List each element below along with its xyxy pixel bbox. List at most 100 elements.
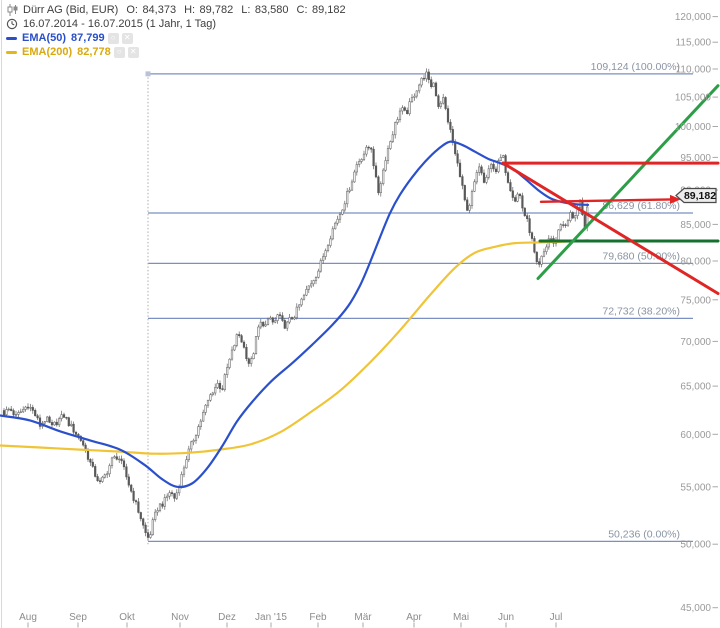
candle-down bbox=[466, 199, 469, 211]
candle-up bbox=[350, 181, 354, 191]
ema200-settings-button[interactable]: ○ bbox=[113, 46, 125, 58]
candle-down bbox=[67, 417, 70, 427]
candle-up bbox=[396, 119, 399, 123]
ema50-line[interactable] bbox=[0, 140, 590, 489]
ema200-remove-button[interactable]: ✕ bbox=[127, 46, 139, 58]
month-label: Mär bbox=[354, 612, 372, 623]
candle-down bbox=[161, 503, 164, 507]
candle-down bbox=[374, 165, 378, 178]
candle-up bbox=[7, 408, 10, 411]
candle-up bbox=[266, 318, 270, 325]
candle-up bbox=[418, 84, 421, 92]
candle-down bbox=[120, 458, 123, 462]
candle-up bbox=[264, 324, 267, 327]
candlestick-series[interactable] bbox=[2, 68, 589, 541]
close-value: 89,182 bbox=[311, 4, 346, 16]
candle-down bbox=[89, 459, 92, 463]
candle-up bbox=[389, 141, 392, 149]
price-axis-label: 95,000 bbox=[680, 153, 711, 164]
candle-up bbox=[574, 215, 577, 219]
high-label: H: bbox=[184, 4, 196, 16]
candle-up bbox=[542, 251, 546, 257]
ascending-trendline-green[interactable] bbox=[536, 84, 720, 280]
candle-up bbox=[250, 358, 253, 364]
ema50-value: 87,799 bbox=[71, 32, 105, 44]
price-tag-shape bbox=[675, 187, 717, 204]
candle-down bbox=[430, 79, 433, 87]
candle-down bbox=[583, 214, 586, 228]
month-label: Nov bbox=[171, 612, 189, 623]
candle-down bbox=[91, 461, 94, 467]
candle-down bbox=[456, 153, 459, 164]
month-label: Jun bbox=[498, 612, 514, 623]
ema200-label: EMA(200) bbox=[22, 46, 73, 58]
candle-down bbox=[437, 95, 440, 107]
price-axis-label: 50,000 bbox=[680, 540, 711, 551]
candle-up bbox=[178, 487, 181, 494]
price-axis[interactable]: 120,000 115,000 110,000 105,000 100,000 95,00… bbox=[675, 12, 718, 614]
price-axis-label: 45,000 bbox=[680, 603, 711, 614]
candle-down bbox=[221, 388, 224, 390]
candle-up bbox=[257, 326, 260, 337]
candle-down bbox=[370, 147, 373, 150]
candle-down bbox=[242, 341, 246, 348]
candle-down bbox=[247, 358, 250, 364]
candle-down bbox=[523, 207, 526, 217]
candle-down bbox=[122, 460, 126, 468]
candle-up bbox=[269, 317, 272, 320]
candle-up bbox=[156, 510, 159, 513]
fib-level-label: 50,236 (0.00%) bbox=[608, 528, 680, 540]
month-label: Apr bbox=[406, 612, 422, 623]
candle-up bbox=[185, 459, 188, 469]
candle-down bbox=[98, 480, 102, 482]
candle-up bbox=[317, 270, 320, 278]
candle-up bbox=[343, 203, 346, 211]
candle-down bbox=[377, 176, 380, 194]
time-axis[interactable]: Aug Sep Okt Nov Dez Jan '15 Feb Mär Apr Mai Jun Jul bbox=[19, 612, 562, 628]
candle-down bbox=[492, 163, 495, 170]
candle-up bbox=[24, 406, 27, 410]
ema200-line[interactable] bbox=[0, 239, 590, 455]
fib-anchor-handle[interactable] bbox=[145, 71, 151, 77]
candle-down bbox=[538, 261, 541, 265]
candle-down bbox=[526, 215, 529, 219]
candle-up bbox=[254, 336, 258, 355]
candle-up bbox=[197, 426, 200, 436]
candle-up bbox=[70, 423, 73, 427]
candle-down bbox=[451, 129, 454, 143]
candle-down bbox=[454, 142, 457, 155]
ascending-trendline-green-line[interactable] bbox=[536, 84, 720, 280]
candle-up bbox=[199, 420, 202, 428]
candle-up bbox=[408, 101, 411, 114]
candle-down bbox=[94, 466, 97, 477]
candle-down bbox=[535, 251, 538, 263]
descending-trendline-red[interactable] bbox=[501, 161, 720, 295]
fibonacci-retracement[interactable]: 109,124 (100.00%) 86,629 (61.80%) 79,680 (… bbox=[145, 61, 694, 545]
candle-down bbox=[96, 476, 99, 481]
candle-up bbox=[439, 102, 442, 107]
descending-trendline-red-line[interactable] bbox=[501, 161, 720, 295]
fib-level-label: 109,124 (100.00%) bbox=[591, 61, 680, 73]
month-label: Feb bbox=[309, 612, 327, 623]
candle-down bbox=[62, 414, 66, 418]
fib-level-label: 86,629 (61.80%) bbox=[602, 200, 680, 212]
open-value: 84,373 bbox=[142, 4, 177, 16]
candle-up bbox=[310, 283, 313, 287]
candle-up bbox=[5, 409, 8, 415]
minor-resistance-red-arrow[interactable] bbox=[539, 194, 681, 204]
ema50-remove-button[interactable]: ✕ bbox=[121, 32, 133, 44]
month-label: Dez bbox=[218, 612, 236, 623]
candle-up bbox=[113, 456, 116, 459]
candle-up bbox=[322, 256, 325, 261]
candle-up bbox=[274, 320, 277, 323]
ema50-settings-button[interactable]: ○ bbox=[107, 32, 119, 44]
high-value: 89,782 bbox=[199, 4, 234, 16]
candle-up bbox=[475, 172, 478, 183]
candle-up bbox=[384, 160, 387, 171]
candle-up bbox=[194, 435, 198, 441]
candle-up bbox=[516, 193, 519, 202]
candle-up bbox=[386, 148, 390, 161]
candle-down bbox=[245, 346, 248, 359]
minor-resistance-red-arrow-line[interactable] bbox=[539, 198, 674, 204]
